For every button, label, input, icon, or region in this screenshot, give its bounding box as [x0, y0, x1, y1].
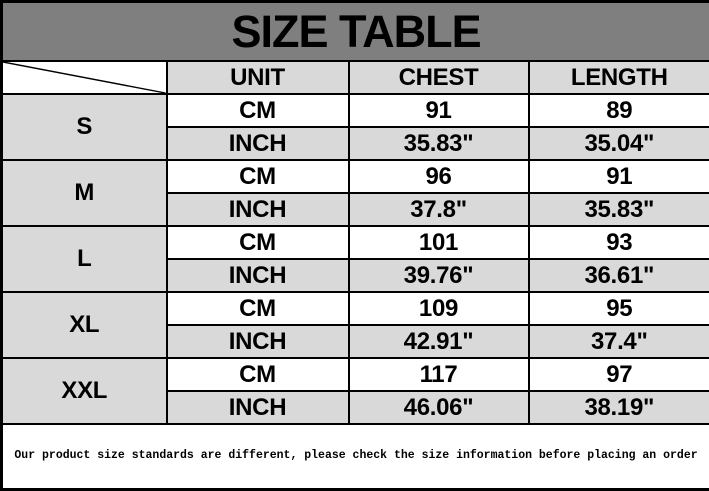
length-inch-value: 36.61" — [527, 257, 709, 293]
unit-cm-cell: CM — [165, 290, 350, 326]
length-cm-value: 91 — [527, 158, 709, 194]
table-row: XL CM 109 95 — [0, 290, 709, 359]
table-row: INCH 46.06" 38.19" — [2, 389, 709, 425]
col-header-chest: CHEST — [347, 59, 530, 95]
size-label-xxl: XXL — [0, 356, 168, 425]
table-row: INCH 42.91" 37.4" — [2, 323, 709, 359]
title-row: SIZE TABLE — [0, 0, 709, 62]
table-title: SIZE TABLE — [0, 0, 709, 62]
table-row: M CM 96 91 — [0, 158, 709, 227]
chest-inch-value: 37.8" — [347, 191, 530, 227]
chest-cm-value: 91 — [347, 92, 530, 128]
length-cm-value: 97 — [527, 356, 709, 392]
chest-inch-value: 35.83" — [347, 125, 530, 161]
length-cm-value: 95 — [527, 290, 709, 326]
unit-cm-cell: CM — [165, 224, 350, 260]
chest-cm-value: 109 — [347, 290, 530, 326]
size-label-l: L — [0, 224, 168, 293]
size-label-xl: XL — [0, 290, 168, 359]
unit-cm-cell: CM — [165, 158, 350, 194]
corner-cell — [0, 59, 168, 95]
col-header-unit: UNIT — [165, 59, 350, 95]
table-row: INCH 37.8" 35.83" — [2, 191, 709, 227]
table-row: XXL CM 117 97 — [0, 356, 709, 425]
size-note: Our product size standards are different… — [0, 422, 709, 491]
unit-cm-cell: CM — [165, 356, 350, 392]
table-row: INCH 35.83" 35.04" — [2, 125, 709, 161]
unit-inch-cell: INCH — [165, 323, 350, 359]
unit-inch-cell: INCH — [165, 389, 350, 425]
chest-cm-value: 117 — [347, 356, 530, 392]
column-header-row: UNIT CHEST LENGTH — [0, 59, 709, 95]
chest-inch-value: 39.76" — [347, 257, 530, 293]
table-row: S CM 91 89 — [0, 92, 709, 161]
unit-inch-cell: INCH — [165, 257, 350, 293]
chest-inch-value: 46.06" — [347, 389, 530, 425]
table-row: L CM 101 93 — [0, 224, 709, 293]
length-inch-value: 38.19" — [527, 389, 709, 425]
table-row: INCH 39.76" 36.61" — [2, 257, 709, 293]
unit-cm-cell: CM — [165, 92, 350, 128]
chest-inch-value: 42.91" — [347, 323, 530, 359]
diagonal-line-icon — [3, 62, 166, 93]
length-inch-value: 35.04" — [527, 125, 709, 161]
length-inch-value: 37.4" — [527, 323, 709, 359]
size-label-m: M — [0, 158, 168, 227]
length-inch-value: 35.83" — [527, 191, 709, 227]
note-row: Our product size standards are different… — [0, 422, 709, 491]
length-cm-value: 89 — [527, 92, 709, 128]
unit-inch-cell: INCH — [165, 125, 350, 161]
col-header-length: LENGTH — [527, 59, 709, 95]
unit-inch-cell: INCH — [165, 191, 350, 227]
size-label-s: S — [0, 92, 168, 161]
length-cm-value: 93 — [527, 224, 709, 260]
chest-cm-value: 101 — [347, 224, 530, 260]
chest-cm-value: 96 — [347, 158, 530, 194]
